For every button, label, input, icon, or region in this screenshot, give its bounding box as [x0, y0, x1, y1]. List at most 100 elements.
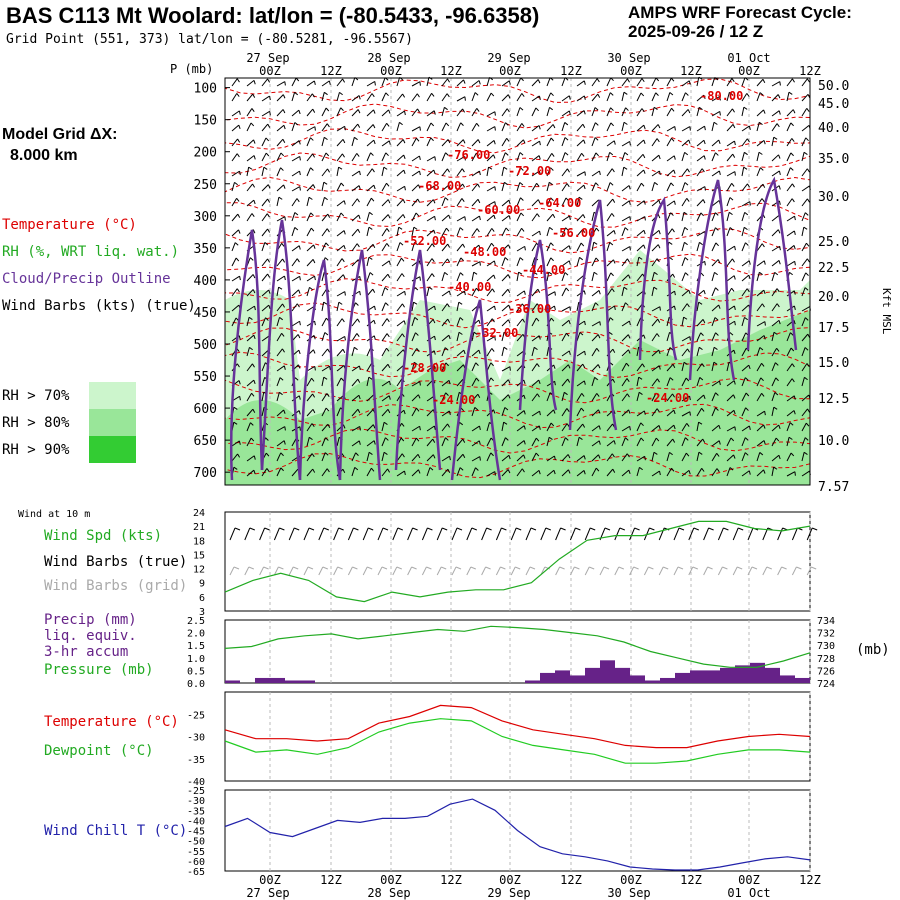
wind-barb — [771, 81, 781, 87]
wind-barb-staff — [471, 228, 478, 237]
wind-barb-flag — [581, 152, 585, 157]
wind-barb — [321, 196, 328, 207]
wind-barb-flag — [698, 346, 703, 351]
wind-barb-10m-staff — [481, 527, 488, 541]
wind-barb-flag — [299, 321, 301, 326]
wind-barb-grid-staff — [555, 566, 561, 576]
wind-barb-staff — [666, 169, 675, 177]
wind-barb-flag — [564, 122, 569, 126]
wind-barb-grid-flag — [603, 566, 610, 570]
wind-barb-staff — [546, 422, 552, 432]
wind-barb — [381, 451, 388, 462]
wind-barb-flag — [368, 256, 373, 260]
wind-barb — [636, 244, 646, 252]
wind-barb-staff — [651, 425, 660, 432]
wind-barb — [591, 348, 600, 357]
wind-barb — [396, 93, 406, 102]
wind-barb-staff — [771, 424, 780, 432]
windchill-tick-label: -35 — [187, 806, 205, 817]
wind-barb-staff — [681, 198, 688, 207]
wind-barb-staff — [561, 227, 567, 237]
wind-barb-staff — [756, 424, 764, 432]
wind-barb — [786, 91, 793, 102]
wind-barb — [621, 437, 629, 447]
wind-barb — [306, 453, 315, 462]
wind-barb-staff — [696, 125, 705, 132]
wind-barb — [786, 167, 794, 177]
wind-barb-10m-staff — [333, 527, 340, 541]
wind-barb-staff — [231, 275, 240, 282]
wind-barb-staff — [771, 110, 780, 117]
wind-barb — [411, 317, 419, 327]
wind-barb — [756, 303, 765, 312]
wind-barb-flag — [776, 347, 780, 352]
wind-barb — [726, 258, 735, 267]
wind-barb-staff — [411, 394, 419, 402]
wind-barb-flag — [793, 320, 796, 325]
wind-barb-staff — [726, 92, 730, 102]
wind-barb — [741, 364, 751, 372]
wind-barb — [411, 437, 420, 447]
wind-barb — [411, 155, 421, 162]
wind-barb — [741, 125, 751, 132]
wind-barb-grid-flag — [618, 566, 624, 570]
wind-barb — [531, 182, 540, 192]
wind-barb-flag — [399, 121, 403, 126]
wind-barbs-grid-legend: Wind Barbs (grid) — [44, 578, 188, 594]
wind-barb-flag — [359, 426, 361, 431]
temperature-contour-label: -24.00 — [432, 393, 475, 407]
pressure-legend: Pressure (mb) — [44, 662, 154, 678]
wind-barb — [531, 346, 538, 357]
wind-barb-flag — [283, 184, 286, 189]
wind-barb-staff — [381, 123, 388, 132]
wind-barb-staff — [306, 212, 312, 222]
wind-barb-staff — [561, 364, 569, 372]
wind-barb-10m — [540, 527, 551, 541]
wind-barb — [426, 122, 435, 132]
wind-barb-grid-staff — [229, 566, 235, 576]
wind-barb-10m-staff — [791, 527, 798, 541]
wind-barb-grid — [791, 566, 802, 576]
wind-barb-staff — [801, 347, 806, 357]
wind-barb-staff — [771, 245, 780, 252]
wind-barb-flag — [413, 226, 418, 230]
wind-barb — [276, 440, 286, 447]
wind-barb-staff — [621, 469, 630, 477]
wind-barb-staff — [591, 377, 596, 387]
wind-barb-flag — [733, 394, 736, 399]
wind-barb — [501, 394, 511, 402]
wind-barb-flag — [672, 393, 675, 398]
wind-barb — [726, 183, 735, 192]
wind-barb-flag — [673, 169, 676, 174]
wind-barb — [531, 288, 541, 297]
wind-barb — [516, 197, 524, 207]
wind-barb — [531, 230, 541, 237]
wind-barb-staff — [426, 122, 432, 132]
wind-barb-staff — [741, 347, 747, 357]
wind-barb-staff — [261, 377, 266, 387]
date-label-top: 29 Sep — [487, 51, 530, 65]
wind-barb — [786, 410, 796, 417]
wind-barb-10m-flag — [382, 527, 389, 531]
wind-barb — [696, 319, 706, 327]
wind-barb-flag — [683, 211, 688, 215]
wind-barb-staff — [756, 440, 765, 447]
wind-barb-staff — [576, 184, 585, 192]
wind-barb-staff — [441, 290, 450, 297]
wind-barb — [441, 392, 449, 402]
wind-barb-staff — [651, 154, 660, 162]
wind-barb — [306, 275, 316, 282]
wind-barb-flag — [598, 440, 601, 445]
wind-barb-flag — [476, 287, 480, 292]
wind-barb-flag — [790, 122, 794, 127]
wind-barb — [786, 363, 795, 372]
cloud-outline — [338, 249, 382, 481]
wind-speed-tick-label: 9 — [199, 579, 205, 590]
wind-barb-flag — [564, 137, 569, 141]
wind-barb-flag — [794, 261, 796, 266]
wind-barb-flag — [684, 241, 688, 246]
wind-barb-flag — [251, 108, 255, 112]
wind-barb — [471, 92, 479, 102]
wind-barb-flag — [488, 166, 493, 170]
wind-barb-flag — [521, 93, 525, 97]
